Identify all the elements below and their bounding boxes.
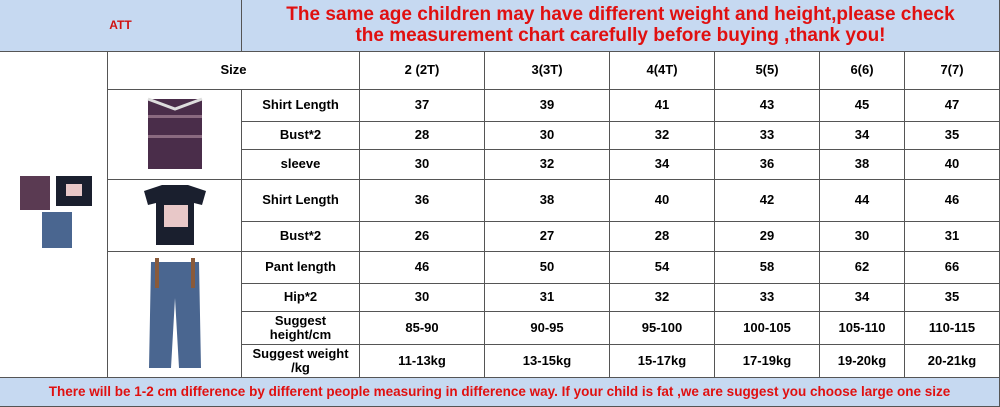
value-cell: 33	[715, 284, 820, 312]
size-header: 7(7)	[905, 52, 1000, 90]
value-cell: 30	[360, 284, 485, 312]
value-cell: 30	[820, 222, 905, 252]
value-cell: 38	[820, 150, 905, 180]
row-label: sleeve	[242, 150, 360, 180]
value-cell: 62	[820, 252, 905, 284]
size-label: Size	[108, 52, 360, 90]
row-label: Suggest height/cm	[242, 312, 360, 345]
row-label: Shirt Length	[242, 180, 360, 222]
tee-cell	[108, 180, 242, 252]
footer-note: There will be 1-2 cm difference by diffe…	[0, 378, 1000, 407]
value-cell: 66	[905, 252, 1000, 284]
value-cell: 39	[485, 90, 610, 122]
size-header: 2 (2T)	[360, 52, 485, 90]
row-label: Shirt Length	[242, 90, 360, 122]
tee-image	[144, 185, 206, 245]
value-cell: 30	[360, 150, 485, 180]
value-cell: 35	[905, 122, 1000, 150]
value-cell: 36	[715, 150, 820, 180]
value-cell: 95-100	[610, 312, 715, 345]
value-cell: 15-17kg	[610, 345, 715, 378]
outfit-image	[20, 176, 92, 248]
header-left: ATT	[0, 0, 242, 52]
value-cell: 19-20kg	[820, 345, 905, 378]
value-cell: 90-95	[485, 312, 610, 345]
header-title: The same age children may have different…	[242, 0, 1000, 52]
value-cell: 85-90	[360, 312, 485, 345]
value-cell: 34	[820, 122, 905, 150]
value-cell: 47	[905, 90, 1000, 122]
value-cell: 30	[485, 122, 610, 150]
value-cell: 28	[360, 122, 485, 150]
shirt-cell	[108, 90, 242, 180]
value-cell: 35	[905, 284, 1000, 312]
size-header: 3(3T)	[485, 52, 610, 90]
row-label: Pant length	[242, 252, 360, 284]
value-cell: 44	[820, 180, 905, 222]
value-cell: 31	[905, 222, 1000, 252]
value-cell: 42	[715, 180, 820, 222]
value-cell: 46	[905, 180, 1000, 222]
value-cell: 29	[715, 222, 820, 252]
value-cell: 40	[905, 150, 1000, 180]
value-cell: 46	[360, 252, 485, 284]
value-cell: 13-15kg	[485, 345, 610, 378]
row-label: Hip*2	[242, 284, 360, 312]
value-cell: 20-21kg	[905, 345, 1000, 378]
value-cell: 54	[610, 252, 715, 284]
value-cell: 50	[485, 252, 610, 284]
value-cell: 36	[360, 180, 485, 222]
value-cell: 105-110	[820, 312, 905, 345]
value-cell: 37	[360, 90, 485, 122]
row-label: Bust*2	[242, 122, 360, 150]
value-cell: 100-105	[715, 312, 820, 345]
size-header: 6(6)	[820, 52, 905, 90]
value-cell: 33	[715, 122, 820, 150]
value-cell: 41	[610, 90, 715, 122]
value-cell: 43	[715, 90, 820, 122]
value-cell: 58	[715, 252, 820, 284]
value-cell: 45	[820, 90, 905, 122]
value-cell: 38	[485, 180, 610, 222]
value-cell: 32	[610, 122, 715, 150]
value-cell: 27	[485, 222, 610, 252]
size-header: 5(5)	[715, 52, 820, 90]
size-header: 4(4T)	[610, 52, 715, 90]
shirt-image	[147, 97, 203, 169]
value-cell: 34	[820, 284, 905, 312]
value-cell: 11-13kg	[360, 345, 485, 378]
value-cell: 31	[485, 284, 610, 312]
value-cell: 32	[610, 284, 715, 312]
pants-cell	[108, 252, 242, 378]
value-cell: 17-19kg	[715, 345, 820, 378]
value-cell: 26	[360, 222, 485, 252]
value-cell: 40	[610, 180, 715, 222]
row-label: Suggest weight /kg	[242, 345, 360, 378]
pants-image	[149, 258, 201, 368]
value-cell: 110-115	[905, 312, 1000, 345]
value-cell: 28	[610, 222, 715, 252]
row-label: Bust*2	[242, 222, 360, 252]
value-cell: 32	[485, 150, 610, 180]
outfit-cell	[0, 52, 108, 378]
value-cell: 34	[610, 150, 715, 180]
